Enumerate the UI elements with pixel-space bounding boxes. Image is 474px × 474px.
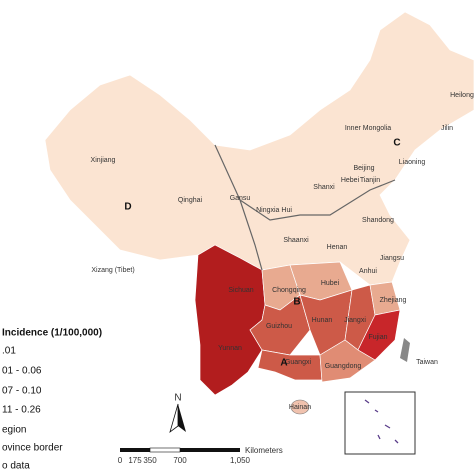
province-label: Tianjin xyxy=(360,177,380,184)
guangxi xyxy=(257,349,323,381)
fujian xyxy=(357,309,401,361)
region-border xyxy=(239,199,263,271)
province-label: Jiangsu xyxy=(380,255,404,262)
scale-tick: 1,050 xyxy=(230,456,251,465)
scale-tick: 175 xyxy=(128,456,142,465)
legend-item: 11 - 0.26 xyxy=(2,405,41,416)
scale-bar: Kilometers 0 175 350 700 1,050 xyxy=(118,446,283,465)
scale-tick: 350 xyxy=(143,456,157,465)
province-label: Xizang (Tibet) xyxy=(91,267,134,274)
legend-item: 01 - 0.06 xyxy=(2,366,42,377)
province-label: Taiwan xyxy=(416,359,438,366)
province-label: Sichuan xyxy=(228,287,253,294)
legend: Incidence (1/100,000) .01 01 - 0.06 07 -… xyxy=(2,328,102,472)
province-label: Yunnan xyxy=(218,345,242,352)
province-label: Jiangxi xyxy=(344,317,366,324)
region-label: B xyxy=(293,297,300,308)
province-label: Hebei xyxy=(341,177,360,184)
scale-segment xyxy=(149,447,181,453)
province-label: Shandong xyxy=(362,217,394,224)
hainan xyxy=(290,399,310,415)
province-label: Hubei xyxy=(321,280,340,287)
north-arrow-shape xyxy=(169,403,179,434)
legend-item: egion xyxy=(2,425,26,436)
region-label: A xyxy=(280,358,287,369)
province-label: Chongqing xyxy=(272,287,306,294)
province-label: Beijing xyxy=(353,165,374,172)
province-label: Heilong xyxy=(450,92,474,99)
province-label: Zhejiang xyxy=(380,297,407,304)
province-label: Ningxia Hui xyxy=(256,207,292,214)
legend-title: Incidence (1/100,000) xyxy=(2,328,102,339)
province-label: Inner Mongolia xyxy=(345,125,391,132)
sichuan-yunnan xyxy=(194,244,266,396)
legend-item: 07 - 0.10 xyxy=(2,386,42,397)
province-label: Jilin xyxy=(441,125,453,132)
region-label: C xyxy=(393,138,400,149)
region-label: D xyxy=(124,202,131,213)
inset-islands xyxy=(364,399,399,444)
legend-item: .01 xyxy=(2,346,16,357)
province-label: Guangdong xyxy=(325,363,362,370)
north-area xyxy=(44,11,474,286)
north-arrow-shape xyxy=(178,404,186,432)
scale-unit: Kilometers xyxy=(245,446,283,455)
region-labels: A B C D xyxy=(124,138,400,369)
province-label: Guangxi xyxy=(285,359,312,366)
province-label: Shanxi xyxy=(313,184,335,191)
province-label: Fujian xyxy=(368,334,387,341)
province-label: Anhui xyxy=(359,268,377,275)
province-label: Qinghai xyxy=(178,197,203,204)
province-label: Guizhou xyxy=(266,323,292,330)
legend-item: o data xyxy=(2,461,30,472)
guangdong xyxy=(319,339,376,383)
scale-segment xyxy=(180,448,240,452)
province-label: Hainan xyxy=(289,404,311,411)
province-label: Liaoning xyxy=(399,159,426,166)
province-label: Henan xyxy=(327,244,348,251)
province-label: Shaanxi xyxy=(283,237,309,244)
province-label: Gansu xyxy=(230,195,251,202)
province-label: Xinjiang xyxy=(91,157,116,164)
north-arrow: N xyxy=(169,393,186,434)
scale-tick: 0 xyxy=(118,456,123,465)
taiwan xyxy=(400,338,410,362)
inset-frame xyxy=(344,391,416,455)
scale-segment xyxy=(120,448,150,452)
provinces xyxy=(44,11,474,415)
legend-item: ovince border xyxy=(2,443,63,454)
north-label: N xyxy=(174,393,181,404)
scale-tick: 700 xyxy=(173,456,187,465)
province-label: Hunan xyxy=(312,317,333,324)
province-labels: Heilong Jilin Inner Mongolia Liaoning Be… xyxy=(91,92,474,411)
